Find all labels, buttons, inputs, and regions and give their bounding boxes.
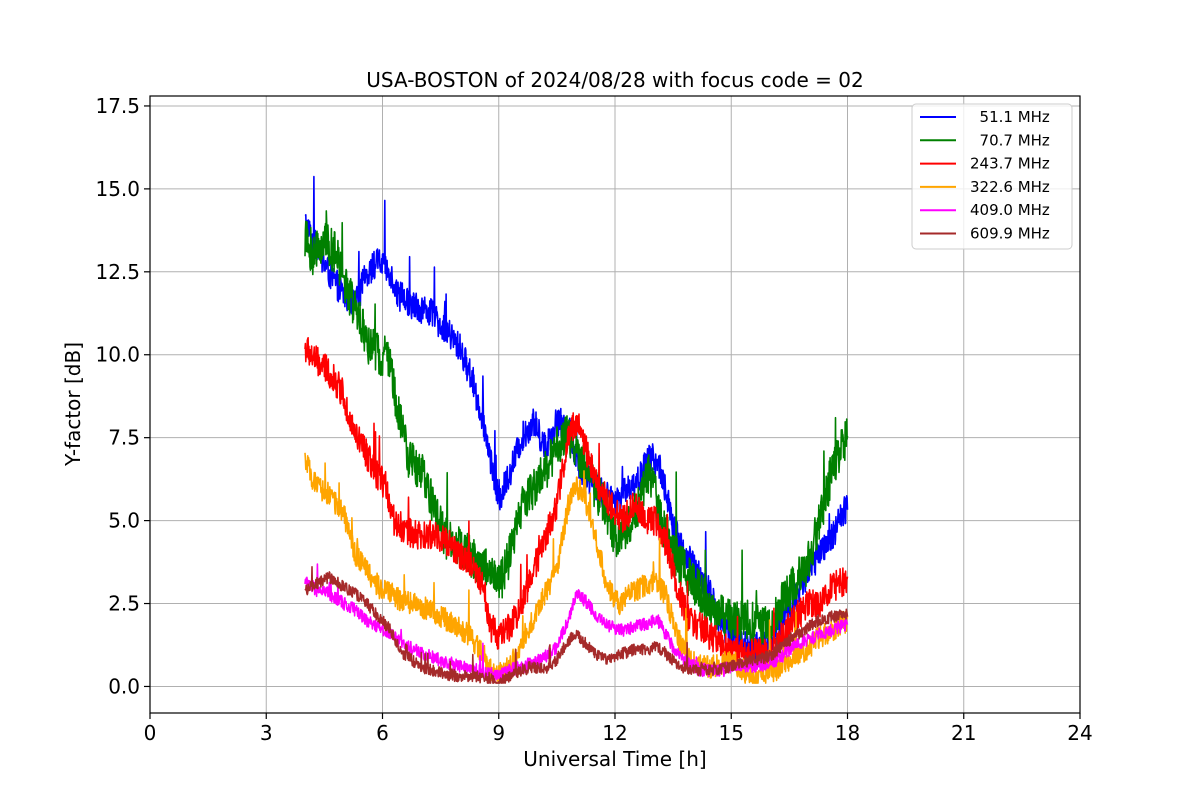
x-axis-ticks: 0 3 6 9 12 15 18 21 24 — [144, 713, 1093, 745]
y-tick-label: 10.0 — [95, 343, 140, 367]
x-tick-label: 3 — [260, 721, 273, 745]
legend-label: 51.1 MHz — [970, 108, 1050, 126]
x-tick-label: 0 — [144, 721, 157, 745]
legend-label: 70.7 MHz — [970, 131, 1050, 149]
y-tick-label: 12.5 — [95, 260, 140, 284]
x-tick-label: 12 — [602, 721, 627, 745]
x-tick-label: 21 — [951, 721, 976, 745]
y-tick-label: 17.5 — [95, 94, 140, 118]
y-tick-label: 2.5 — [108, 592, 140, 616]
legend: 51.1 MHz 70.7 MHz 243.7 MHz 322.6 MHz 409.0… — [911, 103, 1073, 250]
y-tick-label: 0.0 — [108, 674, 140, 698]
y-tick-label: 5.0 — [108, 509, 140, 533]
legend-label: 409.0 MHz — [970, 201, 1050, 219]
series-layer — [304, 175, 849, 684]
legend-items: 51.1 MHz 70.7 MHz 243.7 MHz 322.6 MHz 409.0… — [920, 108, 1050, 243]
series-line-3 — [304, 337, 849, 669]
series-line-4 — [304, 452, 849, 684]
legend-label: 243.7 MHz — [970, 155, 1050, 173]
y-axis-label: Y-factor [dB] — [61, 342, 85, 467]
y-tick-label: 15.0 — [95, 177, 140, 201]
x-tick-label: 24 — [1067, 721, 1092, 745]
x-tick-label: 15 — [719, 721, 744, 745]
legend-label: 322.6 MHz — [970, 178, 1050, 196]
y-tick-label: 7.5 — [108, 426, 140, 450]
x-tick-label: 9 — [492, 721, 505, 745]
x-tick-label: 6 — [376, 721, 389, 745]
y-axis-ticks: 0.0 2.5 5.0 7.5 10.0 12.5 15.0 17.5 — [95, 94, 150, 698]
legend-label: 609.9 MHz — [970, 225, 1050, 243]
series-line-5 — [304, 563, 849, 683]
x-tick-label: 18 — [835, 721, 860, 745]
x-axis-label: Universal Time [h] — [523, 747, 706, 771]
series-line-6 — [304, 566, 849, 684]
chart-title: USA-BOSTON of 2024/08/28 with focus code… — [366, 68, 863, 92]
